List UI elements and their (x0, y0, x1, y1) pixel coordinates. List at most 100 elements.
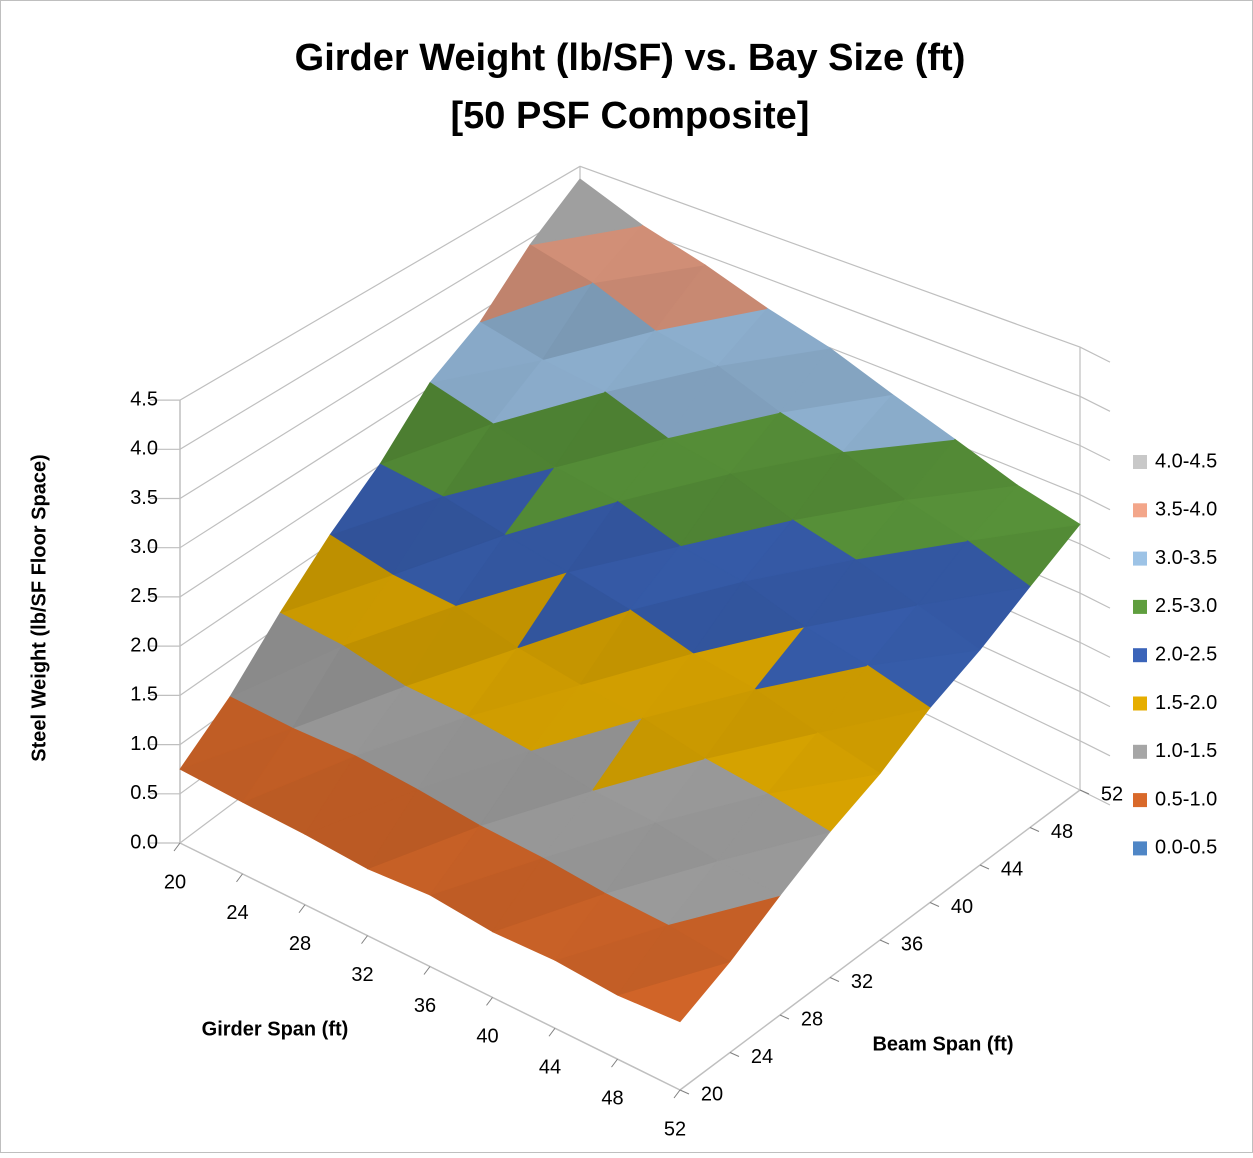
surface-facet (454, 534, 568, 607)
surface-facet (429, 825, 543, 896)
z-axis-title: Steel Weight (lb/SF Floor Space) (28, 454, 50, 761)
surface-facet (867, 604, 981, 666)
x-axis-title: Girder Span (ft) (202, 1018, 349, 1040)
surface-facet (654, 264, 768, 331)
x-tick-label: 52 (664, 1118, 686, 1140)
surface-facet (229, 612, 343, 698)
surface-facet (717, 308, 831, 367)
surface-facet (329, 463, 443, 536)
surface-facet (529, 178, 643, 246)
surface-facet (854, 499, 968, 560)
z-tick-label: 1.0 (130, 733, 158, 755)
surface-facet (717, 793, 831, 862)
surface-facet (417, 715, 531, 790)
chart-subtitle: [50 PSF Composite] (451, 95, 810, 137)
legend-swatch (1133, 744, 1147, 759)
surface-facet (492, 857, 606, 933)
surface-facet (279, 534, 393, 614)
surface-facet (404, 605, 518, 687)
y-tick-mark (1029, 827, 1040, 832)
z-tick-label: 2.5 (130, 585, 158, 607)
y-tick-label: 24 (751, 1046, 773, 1068)
surface-facet (467, 647, 581, 717)
surface-facet (554, 391, 668, 468)
z-tick-label: 0.5 (130, 782, 158, 804)
y-tick-label: 52 (1101, 783, 1123, 805)
z-tick-label: 0.0 (130, 831, 158, 853)
surface-facet (392, 495, 506, 576)
x-tick-label: 40 (476, 1026, 498, 1048)
surface-facet (517, 571, 631, 649)
y-tick-label: 20 (701, 1083, 723, 1105)
y-tick-mark (679, 1089, 690, 1095)
y-tick-label: 32 (851, 971, 873, 993)
legend-swatch (1133, 503, 1147, 518)
x-tick-label: 28 (289, 933, 311, 955)
y-tick-mark (879, 939, 890, 945)
surface-facet (379, 382, 493, 465)
surface-facet (529, 684, 643, 752)
x-tick-mark (611, 1058, 618, 1068)
legend-swatch (1133, 696, 1147, 711)
z-tick-label: 2.0 (130, 634, 158, 656)
z-tick-label: 3.5 (130, 487, 158, 509)
x-tick-mark (548, 1027, 556, 1037)
surface-facet (692, 581, 806, 654)
surface-facet (792, 451, 906, 521)
legend-label: 2.0-2.5 (1155, 643, 1217, 665)
surface-facet (292, 645, 406, 729)
y-tick-label: 48 (1051, 821, 1073, 843)
z-tick-label: 4.5 (130, 388, 158, 410)
x-tick-label: 44 (539, 1057, 561, 1079)
y-tick-mark (729, 1052, 740, 1057)
surface-facet (442, 422, 556, 497)
legend-label: 1.5-2.0 (1155, 692, 1217, 714)
legend-swatch (1133, 793, 1147, 808)
surface-facet (492, 359, 606, 424)
surface-facet (729, 411, 843, 475)
legend-swatch (1133, 599, 1147, 614)
surface-facet (754, 626, 868, 690)
y-tick-label: 40 (951, 896, 973, 918)
surface-facet (704, 688, 818, 759)
surface-facet (842, 394, 956, 453)
legend-label: 0.0-0.5 (1155, 837, 1217, 859)
surface-facet (304, 755, 418, 835)
legend-swatch (1133, 648, 1147, 663)
surface-facet (767, 732, 881, 794)
y-tick-mark (929, 902, 940, 907)
surface-facet (804, 558, 918, 628)
x-tick-label: 36 (414, 995, 436, 1017)
surface-facet (342, 574, 456, 646)
surface-facet (667, 365, 781, 439)
surface-facet (917, 540, 1031, 606)
z-tick-label: 3.0 (130, 536, 158, 558)
y-tick-mark (979, 864, 990, 870)
y-tick-label: 36 (901, 933, 923, 955)
surface-facet (779, 347, 893, 413)
y-tick-mark (779, 1014, 790, 1020)
surface-facet (567, 500, 681, 573)
x-tick-mark (173, 842, 181, 852)
x-tick-mark (361, 935, 368, 944)
surface-facet (617, 437, 731, 502)
surface-facet (654, 758, 768, 823)
x-tick-mark (236, 873, 243, 883)
z-tick-label: 4.0 (130, 438, 158, 460)
legend-label: 1.0-1.5 (1155, 740, 1217, 762)
surface-facet (967, 484, 1081, 542)
legend-label: 3.0-3.5 (1155, 547, 1217, 569)
surface-facet (742, 519, 856, 582)
surface-facet (242, 727, 356, 803)
legend-label: 4.0-4.5 (1155, 450, 1217, 472)
x-tick-mark (423, 966, 431, 975)
surface-facet (504, 466, 618, 536)
legend-label: 0.5-1.0 (1155, 788, 1217, 810)
surface-facet (604, 822, 718, 894)
x-tick-mark (298, 904, 306, 914)
surface-facet (592, 717, 706, 791)
surface-facet (542, 790, 656, 859)
y-tick-label: 44 (1001, 858, 1023, 880)
surface-facet (367, 789, 481, 870)
